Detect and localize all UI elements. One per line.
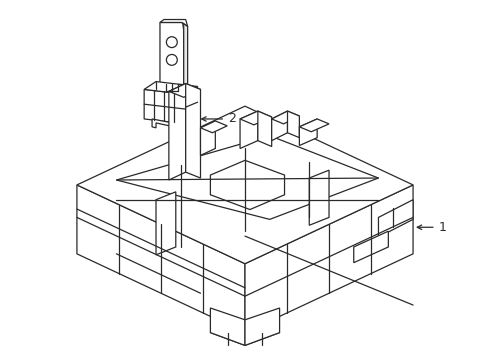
Polygon shape <box>183 23 187 87</box>
Polygon shape <box>144 82 197 94</box>
Polygon shape <box>378 200 412 237</box>
Polygon shape <box>168 84 200 97</box>
Polygon shape <box>210 160 284 210</box>
Polygon shape <box>200 121 215 156</box>
Polygon shape <box>185 86 197 124</box>
Polygon shape <box>299 119 328 132</box>
Polygon shape <box>210 320 279 345</box>
Polygon shape <box>240 111 271 125</box>
Polygon shape <box>210 308 244 345</box>
Polygon shape <box>299 119 317 145</box>
Polygon shape <box>185 84 200 178</box>
Polygon shape <box>308 170 328 225</box>
Polygon shape <box>160 22 183 89</box>
Polygon shape <box>244 185 412 333</box>
Polygon shape <box>257 111 271 147</box>
Polygon shape <box>287 111 299 138</box>
Polygon shape <box>116 136 378 219</box>
Polygon shape <box>353 231 387 263</box>
Polygon shape <box>144 89 185 124</box>
Polygon shape <box>156 192 175 255</box>
Polygon shape <box>160 19 187 26</box>
Text: 2: 2 <box>228 112 236 125</box>
Polygon shape <box>244 308 279 345</box>
Polygon shape <box>77 185 244 333</box>
Polygon shape <box>200 121 227 133</box>
Polygon shape <box>271 111 299 124</box>
Polygon shape <box>152 119 178 132</box>
Polygon shape <box>168 84 185 180</box>
Polygon shape <box>77 106 412 264</box>
Text: 1: 1 <box>438 221 446 234</box>
Polygon shape <box>240 111 257 148</box>
Polygon shape <box>271 111 287 141</box>
